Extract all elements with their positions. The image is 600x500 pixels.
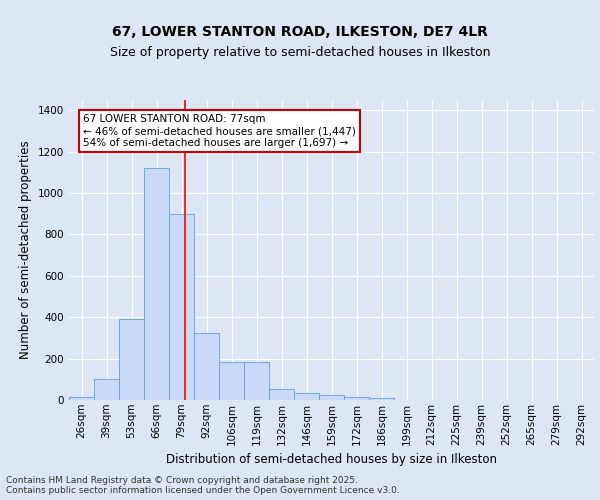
Bar <box>244 362 269 400</box>
Bar <box>69 397 94 400</box>
Bar <box>319 395 344 400</box>
Bar <box>194 333 219 400</box>
Bar <box>119 320 144 400</box>
Bar <box>344 397 369 400</box>
Bar <box>169 214 194 400</box>
Bar <box>144 168 169 400</box>
Bar <box>269 388 294 400</box>
Text: Contains HM Land Registry data © Crown copyright and database right 2025.
Contai: Contains HM Land Registry data © Crown c… <box>6 476 400 495</box>
Bar <box>219 362 244 400</box>
X-axis label: Distribution of semi-detached houses by size in Ilkeston: Distribution of semi-detached houses by … <box>166 453 497 466</box>
Y-axis label: Number of semi-detached properties: Number of semi-detached properties <box>19 140 32 360</box>
Text: 67 LOWER STANTON ROAD: 77sqm
← 46% of semi-detached houses are smaller (1,447)
5: 67 LOWER STANTON ROAD: 77sqm ← 46% of se… <box>83 114 356 148</box>
Text: Size of property relative to semi-detached houses in Ilkeston: Size of property relative to semi-detach… <box>110 46 490 59</box>
Text: 67, LOWER STANTON ROAD, ILKESTON, DE7 4LR: 67, LOWER STANTON ROAD, ILKESTON, DE7 4L… <box>112 26 488 40</box>
Bar <box>369 398 394 400</box>
Bar <box>94 380 119 400</box>
Bar <box>294 393 319 400</box>
